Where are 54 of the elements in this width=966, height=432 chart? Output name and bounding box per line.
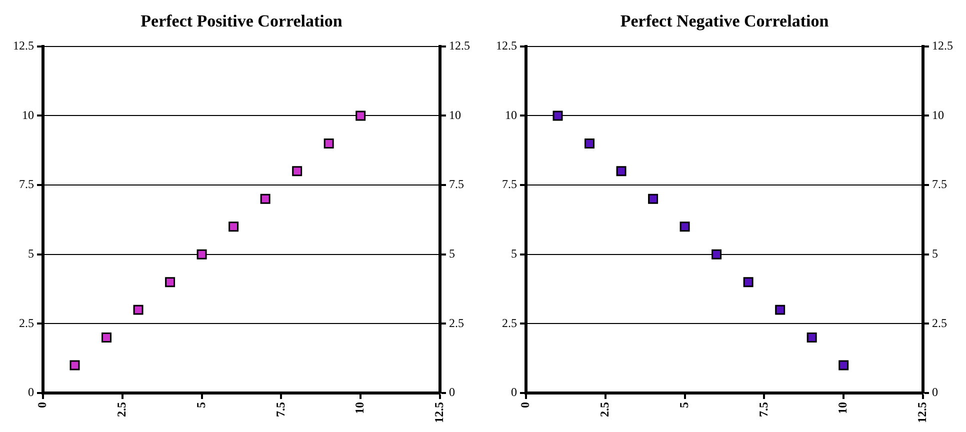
- y2-tick-label: 7.5: [449, 177, 464, 192]
- point: [356, 110, 366, 121]
- point: [70, 360, 80, 370]
- point: [102, 332, 112, 343]
- y2-tick-label: 12.5: [449, 38, 470, 53]
- point: [616, 166, 626, 176]
- point: [648, 194, 658, 204]
- x-tick-label: 2.5: [114, 402, 128, 417]
- point: [228, 222, 239, 232]
- y-tick-label: 2.5: [502, 316, 517, 330]
- y-tick-label: 5: [511, 246, 517, 261]
- x-tick-label: 7.5: [756, 402, 770, 417]
- x-tick-label: 10: [836, 402, 850, 414]
- x-tick-label: 0: [518, 402, 532, 408]
- point: [584, 138, 595, 148]
- point: [743, 277, 754, 288]
- y2-tick-label: 5: [449, 246, 455, 261]
- y-tick-label: 7.5: [19, 177, 34, 192]
- x-tick-label: 7.5: [273, 402, 288, 417]
- chart-title: Perfect Positive Correlation: [140, 12, 343, 31]
- y-tick-label: 10: [505, 108, 517, 122]
- y-tick-label: 7.5: [502, 177, 517, 192]
- x-tick-label: 5: [676, 402, 691, 408]
- point: [133, 304, 144, 315]
- y-tick-label: 5: [28, 246, 34, 261]
- y2-tick-label: 10: [449, 108, 461, 122]
- y2-tick-label: 5: [932, 246, 938, 261]
- point: [324, 138, 334, 148]
- point: [838, 360, 849, 370]
- point: [165, 277, 176, 288]
- point: [712, 249, 722, 260]
- point: [260, 194, 270, 204]
- point: [196, 249, 207, 260]
- point: [806, 332, 817, 343]
- y2-tick-label: 2.5: [932, 316, 947, 330]
- point: [292, 166, 302, 176]
- y2-tick-label: 7.5: [932, 177, 947, 192]
- point: [775, 304, 786, 315]
- y-tick-label: 2.5: [19, 316, 34, 330]
- x-tick-label: 5: [194, 402, 208, 408]
- point: [680, 222, 690, 232]
- x-tick-label: 10: [352, 402, 367, 414]
- x-tick-label: 12.5: [432, 402, 446, 423]
- y2-tick-label: 2.5: [449, 316, 464, 330]
- y2-tick-label: 12.5: [932, 38, 953, 53]
- y-tick-label: 10: [22, 108, 34, 122]
- chart-title: Perfect Negative Correlation: [620, 12, 830, 31]
- y-tick-label: 12.5: [496, 38, 517, 53]
- y-tick-label: 12.5: [13, 38, 34, 53]
- y2-tick-label: 10: [932, 108, 944, 122]
- x-tick-label: 0: [35, 402, 50, 408]
- x-tick-label: 12.5: [915, 402, 930, 423]
- x-tick-label: 2.5: [597, 402, 612, 417]
- point: [552, 110, 563, 121]
